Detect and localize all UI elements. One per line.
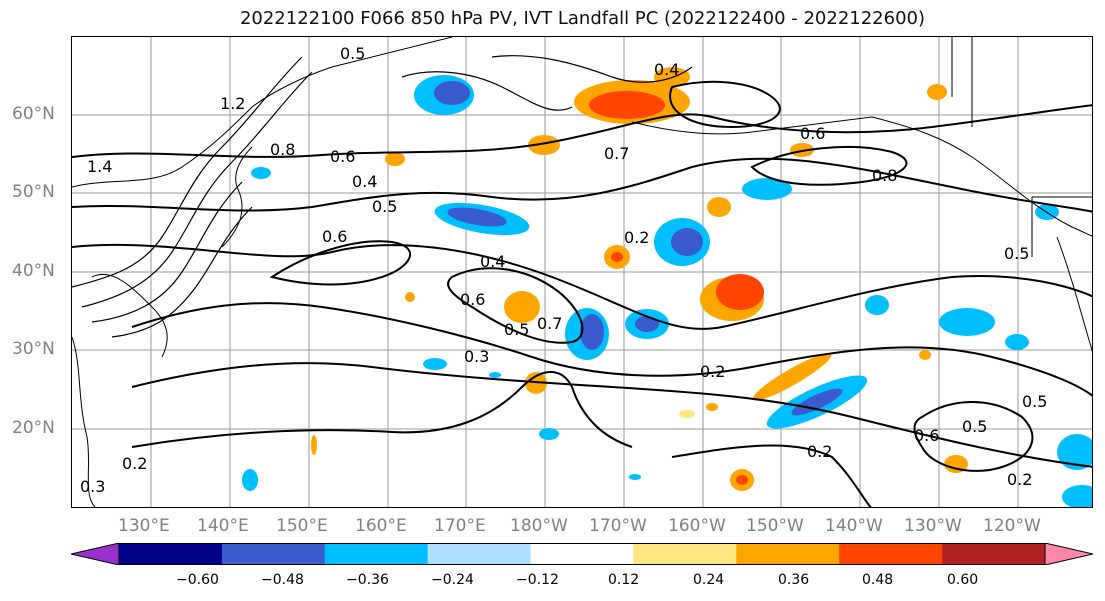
coastlines: [72, 37, 1092, 507]
lon-label: 140°W: [825, 516, 883, 536]
map-canvas: 0.5 0.5 1.2 0.8 0.6 0.4 0.5 0.6 1.4 0.4 …: [72, 37, 1092, 507]
lon-label: 120°W: [983, 516, 1041, 536]
contour-label: 0.2: [122, 454, 147, 473]
contour-label: 0.5: [340, 44, 365, 63]
colorbar-swatch: [221, 543, 326, 565]
contour-label: 0.6: [914, 426, 939, 445]
lat-label: 50°N: [12, 182, 55, 202]
contour-label: 0.6: [800, 124, 825, 143]
contour-label: 0.6: [322, 227, 347, 246]
colorbar-tick: −0.60: [176, 572, 219, 588]
contour-label: 0.5: [1004, 244, 1029, 263]
lon-label: 170°W: [589, 516, 647, 536]
pv-contours-thin: [72, 55, 693, 338]
colorbar-tick: 0.48: [862, 572, 894, 588]
colorbar-extend-max: [1044, 543, 1093, 565]
colorbar-extend-min: [71, 543, 120, 565]
ivt-anomaly-fill: [242, 67, 1092, 507]
lon-label: 150°W: [746, 516, 804, 536]
colorbar-swatch: [324, 543, 429, 565]
contour-label: 0.5: [962, 417, 987, 436]
colorbar-swatch: [839, 543, 943, 565]
colorbar-swatch: [633, 543, 737, 565]
lon-label: 160°W: [668, 516, 726, 536]
colorbar-swatches: [71, 543, 1093, 565]
contour-label: 1.4: [87, 157, 112, 176]
colorbar-tick: −0.24: [431, 572, 474, 588]
contour-label: 0.2: [1007, 470, 1032, 489]
contour-label: 0.2: [807, 442, 832, 461]
colorbar-tick: −0.12: [516, 572, 559, 588]
colorbar-tick: 0.36: [778, 572, 810, 588]
contour-label: 0.5: [372, 197, 397, 216]
lat-label: 40°N: [12, 261, 55, 281]
contour-label-group: 0.5 0.5 1.2 0.8 0.6 0.4 0.5 0.6 1.4 0.4 …: [80, 44, 1047, 496]
lon-label: 140°E: [197, 516, 249, 536]
lon-label: 130°W: [904, 516, 962, 536]
colorbar-swatch: [119, 543, 223, 565]
contour-label: 0.6: [460, 290, 485, 309]
lon-label: 130°E: [118, 516, 170, 536]
contour-label: 0.4: [352, 172, 377, 191]
colorbar-tick: 0.24: [693, 572, 725, 588]
colorbar-swatch: [736, 543, 840, 565]
lon-label: 150°E: [276, 516, 328, 536]
colorbar-swatch: [530, 543, 634, 565]
contour-label: 1.2: [220, 94, 245, 113]
contour-label: 0.8: [872, 166, 897, 185]
contour-label: 0.5: [504, 320, 529, 339]
lat-label: 20°N: [12, 418, 55, 438]
lon-label: 170°E: [434, 516, 486, 536]
contour-label: 0.6: [330, 147, 355, 166]
pv-contours: [72, 80, 1092, 507]
map-panel[interactable]: 0.5 0.5 1.2 0.8 0.6 0.4 0.5 0.6 1.4 0.4 …: [71, 36, 1093, 508]
contour-label: 0.4: [480, 252, 505, 271]
contour-label: 0.5: [1022, 392, 1047, 411]
colorbar: [71, 543, 1093, 565]
contour-label: 0.4: [654, 60, 679, 79]
contour-label: 0.8: [270, 140, 295, 159]
colorbar-outline: [118, 543, 1046, 565]
lat-label: 60°N: [12, 104, 55, 124]
contour-label: 0.2: [624, 228, 649, 247]
lon-label: 160°E: [355, 516, 407, 536]
contour-label: 0.3: [80, 477, 105, 496]
contour-label: 0.3: [464, 347, 489, 366]
contour-label: 0.7: [604, 144, 629, 163]
contour-label: 0.7: [537, 314, 562, 333]
map-title: 2022122100 F066 850 hPa PV, IVT Landfall…: [239, 8, 926, 29]
colorbar-tick: −0.48: [261, 572, 304, 588]
lat-label: 30°N: [12, 339, 55, 359]
colorbar-tick: 0.12: [608, 572, 640, 588]
colorbar-swatch: [427, 543, 532, 565]
colorbar-swatch: [942, 543, 1046, 565]
lon-label: 180°W: [510, 516, 568, 536]
colorbar-tick: 0.60: [947, 572, 979, 588]
colorbar-tick: −0.36: [346, 572, 389, 588]
contour-label: 0.2: [700, 362, 725, 381]
